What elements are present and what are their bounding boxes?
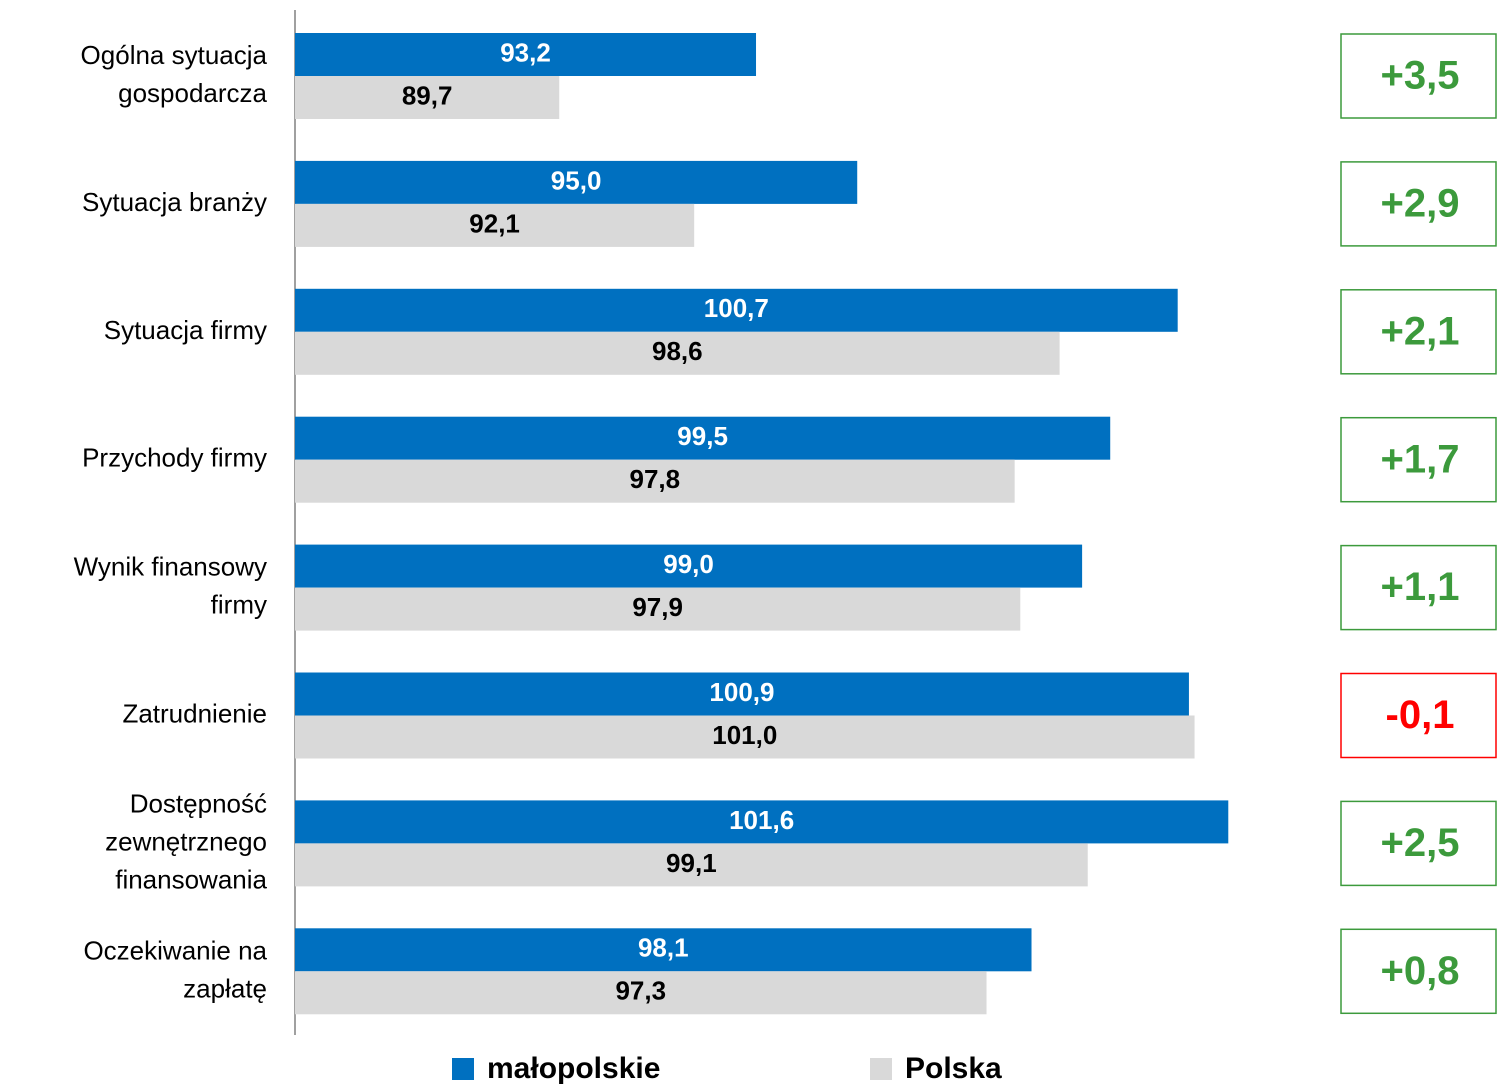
value-label: 100,7 [704, 293, 769, 323]
bar [295, 928, 1032, 972]
category-label: Wynik finansowy firmy [74, 551, 267, 619]
value-label: 99,0 [663, 549, 714, 579]
category-line: Przychody firmy [82, 443, 267, 473]
bar [295, 160, 858, 204]
category-line: finansowania [115, 864, 267, 894]
bar [295, 416, 1111, 460]
value-label: 93,2 [500, 37, 551, 67]
difference-box [1340, 672, 1497, 759]
difference-box [1340, 928, 1497, 1015]
difference-box [1340, 800, 1497, 887]
category-line: Wynik finansowy [74, 551, 267, 581]
legend-label: małopolskie [487, 1052, 660, 1085]
bar [295, 33, 757, 76]
value-label: 92,1 [469, 208, 520, 238]
value-label: 98,6 [652, 336, 703, 366]
bar [295, 544, 1083, 588]
category-line: Dostępność [130, 788, 267, 818]
bar [295, 203, 695, 247]
bar [295, 288, 1178, 332]
value-label: 97,8 [630, 464, 681, 494]
category-line: Oczekiwanie na [83, 935, 267, 965]
category-line: Sytuacja branży [82, 187, 267, 217]
value-label: 97,9 [632, 592, 683, 622]
bar [295, 971, 987, 1015]
bar [295, 672, 1189, 716]
category-label: Przychody firmy [82, 443, 267, 473]
difference-label: +1,7 [1381, 437, 1460, 481]
category-line: zewnętrznego [105, 826, 267, 856]
value-label: 89,7 [402, 80, 453, 110]
difference-box [1340, 416, 1497, 503]
value-label: 99,5 [677, 421, 728, 451]
value-label: 95,0 [551, 165, 602, 195]
difference-label: +2,9 [1381, 181, 1460, 225]
difference-label: -0,1 [1386, 693, 1455, 737]
category-line: Zatrudnienie [122, 698, 267, 728]
bar [295, 331, 1060, 375]
difference-box [1340, 544, 1497, 631]
category-label: Oczekiwanie na zapłatę [83, 935, 267, 1003]
category-line: zapłatę [183, 973, 267, 1003]
bar [295, 800, 1229, 844]
difference-label: +2,1 [1381, 309, 1460, 353]
category-label: Dostępność zewnętrznego finansowania [105, 788, 267, 894]
bar [295, 76, 560, 119]
category-label: Sytuacja branży [82, 187, 267, 217]
difference-label: +1,1 [1381, 565, 1460, 609]
category-line: Ogólna sytuacja [81, 40, 268, 70]
value-label: 100,9 [709, 677, 774, 707]
legend-swatch [452, 1058, 474, 1080]
category-line: firmy [211, 589, 267, 619]
bar [295, 715, 1195, 759]
difference-box [1340, 33, 1497, 119]
legend-label: Polska [905, 1052, 1002, 1085]
difference-label: +2,5 [1381, 821, 1460, 865]
bar [295, 587, 1021, 631]
category-label: Ogólna sytuacja gospodarcza [81, 40, 268, 108]
value-label: 101,0 [712, 720, 777, 750]
bar [295, 459, 1015, 503]
category-label: Sytuacja firmy [104, 315, 267, 345]
value-label: 99,1 [666, 848, 717, 878]
difference-label: +3,5 [1381, 54, 1460, 98]
difference-label: +0,8 [1381, 949, 1460, 993]
category-label: Zatrudnienie [122, 698, 267, 728]
difference-box [1340, 289, 1497, 375]
value-label: 97,3 [615, 976, 666, 1006]
value-label: 101,6 [729, 805, 794, 835]
value-label: 98,1 [638, 933, 689, 963]
legend-swatch [870, 1058, 892, 1080]
difference-box [1340, 161, 1497, 247]
category-line: Sytuacja firmy [104, 315, 267, 345]
bar [295, 843, 1088, 887]
category-line: gospodarcza [118, 78, 267, 108]
